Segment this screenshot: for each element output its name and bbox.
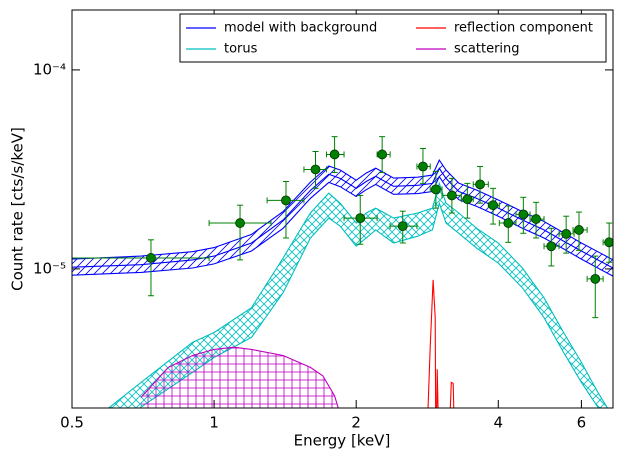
y-tick-label: 10⁻⁴ (33, 60, 66, 78)
data-point (310, 164, 321, 175)
plot-area (72, 136, 613, 408)
data-point (488, 200, 498, 211)
data-point (462, 194, 473, 205)
series-line (72, 167, 613, 269)
data-point (561, 228, 572, 239)
data-point (531, 214, 541, 224)
data-point (235, 218, 245, 228)
data-point (546, 241, 557, 252)
data-point (518, 209, 529, 220)
legend-box (179, 13, 607, 63)
series-line (107, 181, 609, 408)
x-tick-label: 6 (577, 414, 587, 432)
x-tick-label: 1 (209, 414, 219, 432)
series-line (427, 279, 455, 408)
data-point (329, 149, 340, 160)
data-point (446, 190, 457, 201)
legend-label: scattering (454, 42, 520, 57)
x-tick-label: 4 (494, 414, 504, 432)
data-point (281, 195, 291, 206)
data-point (418, 161, 428, 172)
hatch-band (141, 347, 339, 408)
data-point (355, 213, 366, 224)
data-point (604, 237, 613, 248)
data-point (377, 149, 388, 160)
y-axis-label: Count rate [cts/s/keV] (9, 127, 27, 291)
series-line (72, 175, 613, 277)
data-point (590, 273, 601, 284)
legend-label: torus (224, 42, 258, 57)
y-tick-label: 10⁻⁵ (33, 259, 66, 277)
series-line (140, 346, 339, 408)
series-line (139, 201, 600, 408)
legend-label: reflection component (454, 21, 593, 36)
data-point (146, 253, 156, 263)
x-tick-label: 0.5 (60, 414, 84, 432)
data-point (503, 218, 514, 228)
data-point (475, 179, 485, 190)
x-axis-label: Energy [keV] (294, 432, 391, 450)
hatch-band (72, 160, 613, 277)
axes-frame (71, 9, 614, 409)
hatch-band (108, 183, 608, 408)
data-point (397, 221, 408, 232)
legend-label: model with background (224, 21, 377, 36)
data-point (430, 184, 441, 195)
data-point (574, 225, 584, 235)
x-tick-label: 2 (351, 414, 361, 432)
